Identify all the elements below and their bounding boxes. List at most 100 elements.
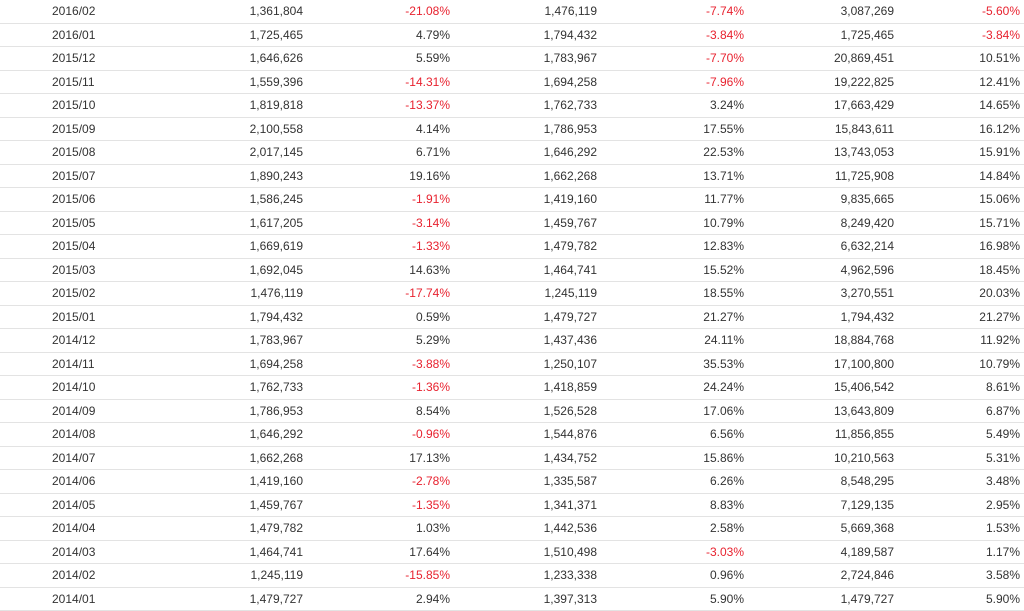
table-row: 2014/02 1,245,119 -15.85% 1,233,338 0.96% 2,7… [0,563,1024,588]
change-a-cell: -1.36% [303,375,450,400]
month-cell: 2015/11 [0,70,160,94]
change-a-cell: -0.96% [303,422,450,447]
cumulative-cell: 8,249,420 [744,211,894,235]
change-b-cell: -3.84% [597,23,744,47]
value-b-cell: 1,459,767 [450,211,597,235]
cumulative-change-cell: 16.12% [894,117,1024,141]
cumulative-cell: 8,548,295 [744,469,894,494]
cumulative-change-cell: 8.61% [894,375,1024,400]
value-b-cell: 1,233,338 [450,563,597,588]
month-cell: 2014/05 [0,493,160,517]
cumulative-change-cell: 20.03% [894,281,1024,306]
cumulative-change-cell: 1.17% [894,540,1024,564]
value-a-cell: 1,464,741 [160,540,303,564]
month-cell: 2014/10 [0,375,160,400]
value-a-cell: 1,419,160 [160,469,303,494]
table-row: 2015/03 1,692,045 14.63% 1,464,741 15.52% 4,9… [0,258,1024,282]
month-cell: 2014/06 [0,469,160,494]
change-a-cell: 2.94% [303,587,450,611]
value-b-cell: 1,694,258 [450,70,597,94]
value-b-cell: 1,335,587 [450,469,597,494]
change-b-cell: 2.58% [597,516,744,541]
cumulative-cell: 1,725,465 [744,23,894,47]
value-b-cell: 1,419,160 [450,187,597,212]
value-a-cell: 1,890,243 [160,164,303,188]
month-cell: 2014/09 [0,399,160,423]
value-a-cell: 1,819,818 [160,93,303,118]
change-b-cell: 21.27% [597,305,744,329]
value-b-cell: 1,479,782 [450,234,597,259]
cumulative-cell: 6,632,214 [744,234,894,259]
value-b-cell: 1,783,967 [450,46,597,71]
cumulative-cell: 5,669,368 [744,516,894,541]
change-b-cell: 24.24% [597,375,744,400]
month-cell: 2015/08 [0,140,160,165]
change-b-cell: -7.74% [597,0,744,24]
cumulative-change-cell: 15.06% [894,187,1024,212]
change-a-cell: 0.59% [303,305,450,329]
change-b-cell: 12.83% [597,234,744,259]
cumulative-cell: 13,743,053 [744,140,894,165]
table-row: 2014/08 1,646,292 -0.96% 1,544,876 6.56% 11,8… [0,422,1024,447]
value-a-cell: 1,669,619 [160,234,303,259]
value-a-cell: 1,361,804 [160,0,303,24]
cumulative-change-cell: 12.41% [894,70,1024,94]
table-row: 2015/01 1,794,432 0.59% 1,479,727 21.27% 1,79… [0,305,1024,329]
change-a-cell: 6.71% [303,140,450,165]
cumulative-cell: 15,406,542 [744,375,894,400]
change-a-cell: -2.78% [303,469,450,494]
table-row: 2015/09 2,100,558 4.14% 1,786,953 17.55% 15,8… [0,117,1024,141]
cumulative-change-cell: 2.95% [894,493,1024,517]
value-b-cell: 1,646,292 [450,140,597,165]
value-a-cell: 1,479,727 [160,587,303,611]
table-row: 2015/10 1,819,818 -13.37% 1,762,733 3.24% 17,… [0,93,1024,118]
value-a-cell: 1,692,045 [160,258,303,282]
change-b-cell: 13.71% [597,164,744,188]
cumulative-cell: 20,869,451 [744,46,894,71]
change-a-cell: -21.08% [303,0,450,24]
change-a-cell: 5.59% [303,46,450,71]
table-row: 2015/04 1,669,619 -1.33% 1,479,782 12.83% 6,6… [0,234,1024,259]
month-cell: 2015/12 [0,46,160,71]
change-b-cell: 17.55% [597,117,744,141]
table-row: 2015/02 1,476,119 -17.74% 1,245,119 18.55% 3,… [0,281,1024,306]
month-cell: 2015/06 [0,187,160,212]
change-a-cell: 4.14% [303,117,450,141]
value-a-cell: 1,794,432 [160,305,303,329]
cumulative-change-cell: 11.92% [894,328,1024,353]
table-row: 2014/11 1,694,258 -3.88% 1,250,107 35.53% 17,… [0,352,1024,376]
change-a-cell: 1.03% [303,516,450,541]
value-b-cell: 1,526,528 [450,399,597,423]
cumulative-cell: 11,856,855 [744,422,894,447]
change-b-cell: 0.96% [597,563,744,588]
cumulative-change-cell: 3.58% [894,563,1024,588]
change-b-cell: 17.06% [597,399,744,423]
value-b-cell: 1,464,741 [450,258,597,282]
cumulative-cell: 1,479,727 [744,587,894,611]
change-b-cell: 5.90% [597,587,744,611]
value-a-cell: 1,786,953 [160,399,303,423]
value-b-cell: 1,250,107 [450,352,597,376]
table-row: 2014/10 1,762,733 -1.36% 1,418,859 24.24% 15,… [0,375,1024,400]
cumulative-change-cell: 15.91% [894,140,1024,165]
cumulative-cell: 3,087,269 [744,0,894,24]
table-row: 2015/08 2,017,145 6.71% 1,646,292 22.53% 13,7… [0,140,1024,165]
change-a-cell: 19.16% [303,164,450,188]
table-row: 2014/07 1,662,268 17.13% 1,434,752 15.86% 10,… [0,446,1024,470]
cumulative-change-cell: 15.71% [894,211,1024,235]
table-row: 2014/09 1,786,953 8.54% 1,526,528 17.06% 13,6… [0,399,1024,423]
month-cell: 2015/03 [0,258,160,282]
cumulative-change-cell: 5.49% [894,422,1024,447]
change-a-cell: -14.31% [303,70,450,94]
change-b-cell: 8.83% [597,493,744,517]
cumulative-change-cell: 21.27% [894,305,1024,329]
cumulative-change-cell: 18.45% [894,258,1024,282]
change-a-cell: -3.88% [303,352,450,376]
value-b-cell: 1,434,752 [450,446,597,470]
month-cell: 2014/03 [0,540,160,564]
change-b-cell: 35.53% [597,352,744,376]
cumulative-change-cell: 1.53% [894,516,1024,541]
cumulative-change-cell: 3.48% [894,469,1024,494]
change-b-cell: 18.55% [597,281,744,306]
cumulative-cell: 17,100,800 [744,352,894,376]
